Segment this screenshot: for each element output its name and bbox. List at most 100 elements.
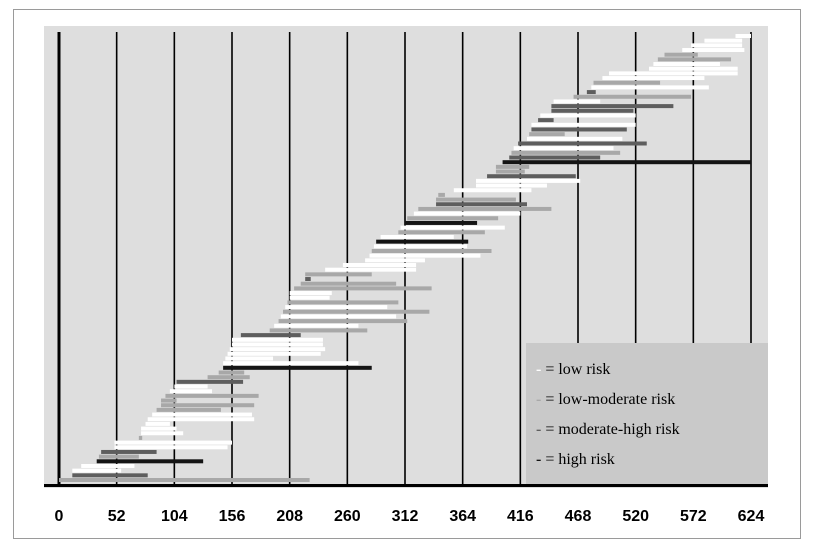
modhigh-risk-bar: [509, 155, 601, 160]
low-risk-bar: [174, 384, 208, 389]
x-tick-label: 572: [680, 508, 707, 525]
low-risk-bar: [72, 468, 122, 473]
low-risk-bar: [289, 295, 330, 300]
low-risk-bar: [274, 323, 359, 328]
lowmod-risk-bar: [593, 80, 661, 85]
risk-bars: [59, 34, 751, 482]
low-risk-bar: [232, 342, 323, 347]
lowmod-risk-bar: [664, 52, 698, 57]
grid-line-572: [692, 32, 695, 486]
x-tick-label: 208: [276, 508, 303, 525]
x-tick-label: 52: [108, 508, 126, 525]
low-risk-bar: [735, 34, 751, 38]
modhigh-risk-bar: [531, 127, 627, 132]
low-risk-bar: [553, 99, 601, 104]
high-risk-bar: [96, 459, 204, 464]
x-tick-label: 624: [738, 508, 765, 525]
low-risk-bar: [285, 305, 388, 310]
lowmod-risk-bar: [300, 281, 397, 286]
modhigh-risk-bar: [240, 333, 301, 338]
low-risk-bar: [653, 62, 720, 67]
low-risk-bar: [373, 244, 468, 249]
low-risk-bar: [453, 188, 532, 193]
low-risk-bar: [380, 234, 454, 239]
low-risk-bar: [141, 431, 184, 436]
low-risk-bar: [169, 389, 213, 394]
modhigh-risk-bar: [538, 118, 554, 123]
low-risk-bar: [400, 225, 505, 230]
x-tick-label: 260: [334, 508, 361, 525]
x-tick-label: 468: [565, 508, 592, 525]
lowmod-risk-bar: [436, 197, 516, 202]
x-tick-label: 0: [55, 508, 64, 525]
low-risk-bar: [475, 183, 547, 188]
lowmod-risk-bar: [207, 375, 250, 380]
low-risk-bar: [704, 38, 743, 43]
low-risk-bar: [475, 178, 581, 183]
legend-box: [526, 343, 768, 484]
grid-line-156: [231, 32, 233, 486]
x-tick-label: 416: [507, 508, 534, 525]
x-tick-label: 364: [449, 508, 476, 525]
lowmod-risk-bar: [511, 150, 621, 155]
lowmod-risk-bar: [495, 169, 525, 174]
legend-label-lowmod: = low-moderate risk: [541, 391, 675, 408]
lowmod-risk-bar: [657, 57, 732, 62]
grid-line-624: [750, 32, 752, 486]
lowmod-risk-bar: [165, 393, 259, 398]
low-risk-bar: [648, 66, 738, 71]
legend-entry-lowmod: - = low-moderate risk: [536, 391, 675, 408]
low-risk-bar: [152, 412, 252, 417]
grid-line-260: [346, 32, 349, 486]
lowmod-risk-bar: [283, 309, 430, 314]
low-risk-bar: [223, 361, 359, 366]
low-risk-bar: [141, 426, 177, 431]
modhigh-risk-bar: [518, 141, 647, 146]
lowmod-risk-bar: [573, 94, 692, 99]
lowmod-risk-bar: [218, 370, 245, 375]
legend-marker-lowmod: -: [536, 391, 541, 408]
lowmod-risk-bar: [371, 248, 492, 253]
modhigh-risk-bar: [436, 202, 527, 207]
high-risk-bar: [405, 220, 478, 225]
lowmod-risk-bar: [398, 230, 485, 235]
lowmod-risk-bar: [418, 206, 552, 211]
x-tick-label: 104: [161, 508, 188, 525]
modhigh-risk-bar: [305, 277, 311, 282]
low-risk-bar: [540, 113, 636, 118]
lowmod-risk-bar: [138, 435, 143, 440]
low-risk-bar: [413, 211, 521, 216]
low-risk-bar: [609, 71, 738, 76]
legend-label-modhigh: = moderate-high risk: [541, 421, 679, 438]
lowmod-risk-bar: [59, 478, 310, 482]
figure-frame: 0 52 104 156 208 260 312 364 416 468 520 572 624 - =…: [13, 9, 801, 539]
low-risk-bar: [682, 48, 745, 53]
legend-entry-high: - = high risk: [536, 451, 615, 468]
modhigh-risk-bar: [551, 104, 674, 109]
grid-line-0: [57, 32, 61, 486]
low-risk-bar: [691, 43, 743, 48]
low-risk-bar: [602, 76, 705, 81]
legend-marker-low: -: [536, 361, 541, 378]
lowmod-risk-bar: [161, 403, 255, 408]
x-tick-label: 520: [622, 508, 649, 525]
high-risk-bar: [223, 365, 372, 370]
low-risk-bar: [365, 258, 425, 263]
lowmod-risk-bar: [156, 407, 221, 412]
lowmod-risk-bar: [98, 454, 139, 459]
low-risk-bar: [513, 146, 614, 151]
low-risk-bar: [289, 291, 332, 296]
low-risk-bar: [232, 337, 323, 342]
grid-line-416: [519, 32, 522, 486]
low-risk-bar: [145, 421, 170, 426]
lowmod-risk-bar: [495, 164, 530, 169]
legend-label-low: = low risk: [541, 361, 610, 378]
grid-line-208: [288, 32, 291, 486]
low-risk-bar: [280, 314, 397, 319]
lowmod-risk-bar: [294, 286, 432, 291]
low-risk-bar: [81, 463, 135, 468]
lowmod-risk-bar: [438, 192, 445, 197]
risk-timeline-chart: 0 52 104 156 208 260 312 364 416 468 520 572 624 - =…: [44, 26, 768, 525]
low-risk-bar: [369, 253, 481, 258]
low-risk-bar: [227, 351, 321, 356]
